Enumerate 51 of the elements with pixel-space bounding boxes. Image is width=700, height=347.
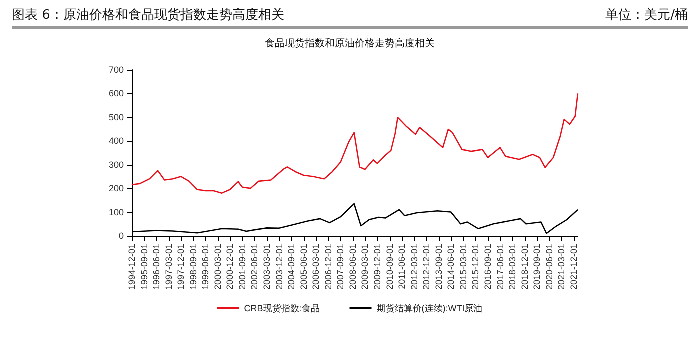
text: 单位：美元/桶 — [606, 7, 688, 24]
y-tick-label: 500 — [108, 112, 124, 122]
x-tick-label: 1997-12-01 — [176, 244, 186, 290]
x-tick-label: 2017-06-01 — [495, 244, 506, 290]
chart-subtitle: 食品现货指数和原油价格走势高度相关 — [265, 38, 435, 50]
y-tick-label: 200 — [108, 184, 124, 194]
x-tick-label: 2006-03-01 — [311, 244, 322, 290]
x-tick-label: 2009-12-01 — [372, 244, 383, 290]
x-tick-label: 2008-06-01 — [348, 244, 358, 290]
y-tick-label: 300 — [108, 160, 124, 170]
x-tick-label: 2007-09-01 — [336, 244, 346, 290]
legend-label: 期货结算价(连续):WTI原油 — [376, 304, 483, 314]
x-tick-label: 2010-09-01 — [384, 244, 395, 290]
x-tick-label: 2020-06-01 — [544, 244, 554, 290]
x-tick-label: 2004-09-01 — [286, 244, 297, 290]
x-tick-label: 2012-03-01 — [409, 244, 420, 290]
x-tick-label: 2003-12-01 — [274, 244, 284, 290]
x-tick-label: 2006-12-01 — [323, 244, 334, 290]
x-tick-label: 2019-09-01 — [532, 244, 542, 290]
x-tick-label: 1996-06-01 — [152, 244, 162, 290]
x-tick-label: 2011-06-01 — [397, 244, 408, 290]
x-tick-label: 1994-12-01 — [127, 244, 137, 290]
x-tick-label: 2005-06-01 — [298, 244, 309, 290]
y-tick-label: 600 — [108, 88, 124, 99]
x-tick-label: 2012-12-01 — [422, 244, 432, 290]
y-tick-label: 400 — [108, 136, 124, 146]
x-tick-label: 2021-12-01 — [568, 244, 579, 290]
chart-title: 图表 6：原油价格和食品现货指数走势高度相关 — [12, 7, 284, 24]
x-tick-label: 1998-09-01 — [188, 244, 198, 290]
y-tick-label: 100 — [108, 207, 124, 218]
x-tick-label: 2015-03-01 — [458, 244, 468, 290]
x-tick-label: 2001-09-01 — [238, 244, 248, 290]
x-tick-label: 2003-03-01 — [262, 244, 272, 290]
y-tick-label: 700 — [108, 65, 124, 75]
x-tick-label: 2013-09-01 — [434, 244, 444, 290]
y-tick-label: 0 — [118, 231, 124, 241]
x-tick-label: 2016-09-01 — [483, 244, 494, 290]
x-tick-label: 2021-03-01 — [556, 244, 567, 290]
line-series — [131, 93, 579, 194]
x-tick-label: 2018-12-01 — [520, 244, 530, 290]
x-tick-label: 2018-03-01 — [508, 244, 518, 290]
x-tick-label: 2014-06-01 — [446, 244, 456, 290]
x-tick-label: 2000-03-01 — [212, 244, 223, 290]
legend-label: CRB现货指数:食品 — [244, 304, 320, 314]
x-tick-label: 1999-06-01 — [200, 244, 211, 290]
x-tick-label: 1997-03-01 — [164, 244, 174, 290]
x-tick-label: 2015-12-01 — [470, 244, 481, 290]
x-tick-label: 2000-12-01 — [225, 244, 236, 290]
x-tick-label: 1995-09-01 — [139, 244, 150, 290]
x-tick-label: 2009-03-01 — [360, 244, 370, 290]
x-tick-label: 2002-06-01 — [250, 244, 260, 290]
